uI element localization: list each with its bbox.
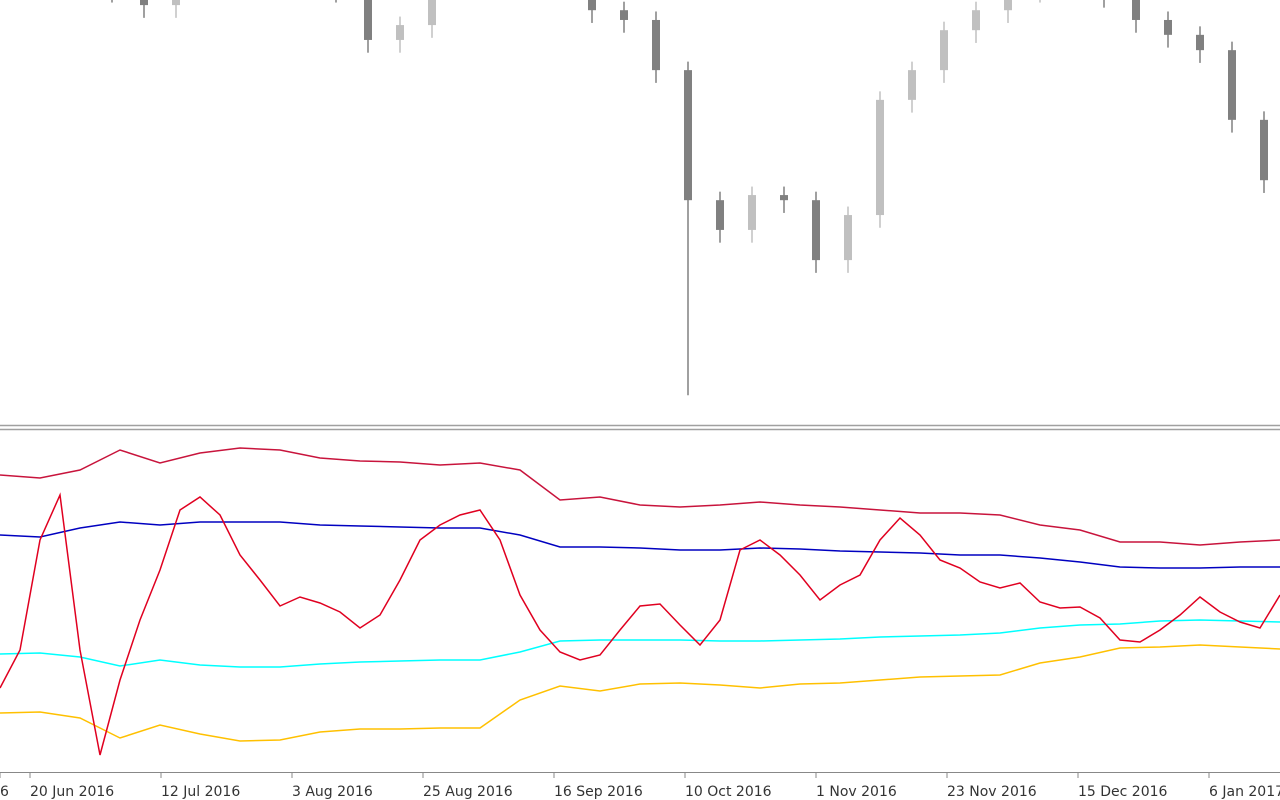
indicator-line bbox=[0, 447, 1280, 546]
x-tick-label: 16 Sep 2016 bbox=[554, 784, 643, 800]
indicator-line bbox=[0, 619, 1280, 668]
candle-body bbox=[876, 99, 884, 216]
candle-body bbox=[396, 25, 404, 40]
candle-body bbox=[748, 195, 756, 230]
candle-body bbox=[620, 10, 628, 20]
x-tick-label: 10 Oct 2016 bbox=[685, 784, 772, 800]
price-panel bbox=[111, 0, 1268, 396]
candle-body bbox=[1132, 0, 1140, 20]
candle-body bbox=[172, 0, 180, 6]
candle-body bbox=[1196, 34, 1204, 51]
x-tick-label: 6 bbox=[0, 784, 9, 800]
candle-body bbox=[1004, 0, 1012, 11]
x-tick-label: 6 Jan 2017 bbox=[1209, 784, 1280, 800]
candle-body bbox=[684, 70, 692, 201]
candle-body bbox=[364, 0, 372, 40]
indicator-line bbox=[0, 492, 1280, 756]
candle-body bbox=[1260, 119, 1268, 181]
x-tick-label: 15 Dec 2016 bbox=[1078, 784, 1168, 800]
time-axis: 6 20 Jun 2016 12 Jul 2016 3 Aug 2016 25 Aug … bbox=[0, 772, 1280, 800]
candle-body bbox=[812, 200, 820, 261]
candle-body bbox=[940, 30, 948, 71]
candle-body bbox=[780, 195, 788, 201]
indicator-line bbox=[0, 644, 1280, 742]
candle-body bbox=[140, 0, 148, 6]
candle-body bbox=[588, 0, 596, 11]
x-tick-label: 20 Jun 2016 bbox=[30, 784, 114, 800]
candle-body bbox=[1228, 50, 1236, 120]
x-tick-label: 3 Aug 2016 bbox=[292, 784, 373, 800]
candle-body bbox=[844, 215, 852, 261]
x-tick-label: 25 Aug 2016 bbox=[423, 784, 513, 800]
x-tick-label: 12 Jul 2016 bbox=[161, 784, 240, 800]
x-tick-label: 23 Nov 2016 bbox=[947, 784, 1037, 800]
candle-body bbox=[908, 70, 916, 100]
indicator-line bbox=[0, 521, 1280, 569]
candle-body bbox=[972, 10, 980, 31]
candle-body bbox=[652, 19, 660, 71]
candle-body bbox=[1164, 19, 1172, 35]
x-tick-label: 1 Nov 2016 bbox=[816, 784, 897, 800]
indicator-panel bbox=[0, 447, 1280, 756]
candle-body bbox=[428, 0, 436, 26]
candle-body bbox=[716, 200, 724, 230]
